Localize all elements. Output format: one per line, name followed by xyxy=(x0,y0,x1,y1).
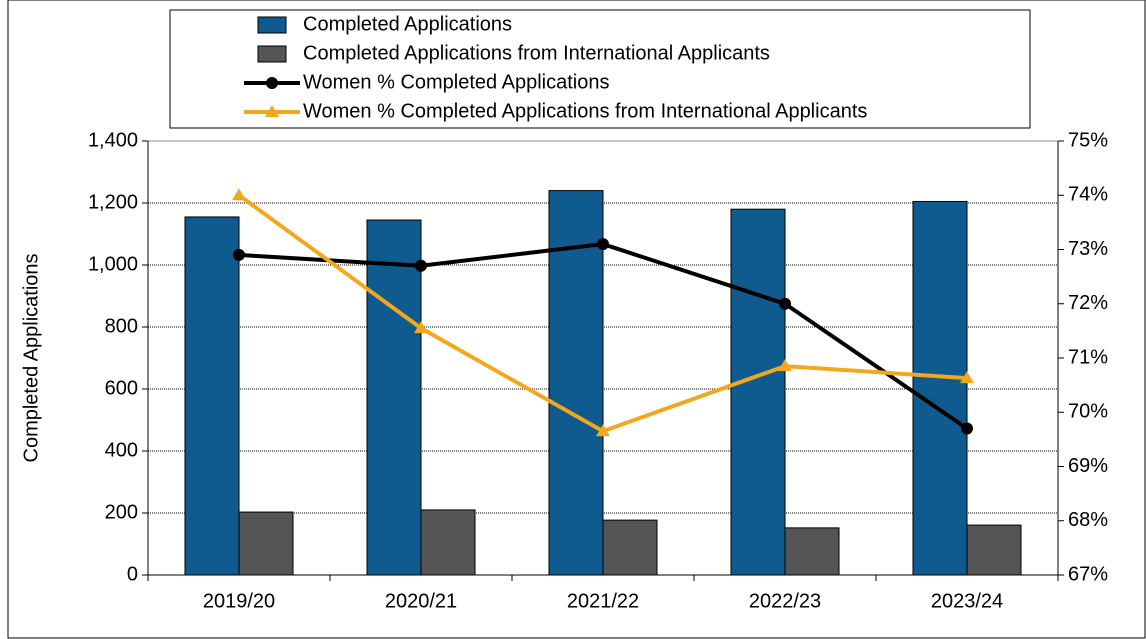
legend-label: Completed Applications xyxy=(303,13,512,35)
bar xyxy=(420,509,476,576)
y2-tick-label: 74% xyxy=(1068,184,1108,206)
x-tick-label: 2019/20 xyxy=(203,590,275,612)
legend-marker xyxy=(266,77,278,89)
legend-swatch xyxy=(257,45,287,63)
bar xyxy=(184,216,240,576)
chart-frame xyxy=(7,0,1146,639)
y-tick-label: 200 xyxy=(105,501,138,523)
line-marker xyxy=(960,371,974,384)
line-marker xyxy=(779,297,791,310)
bar xyxy=(966,524,1022,576)
bar xyxy=(602,519,658,576)
line-marker xyxy=(961,422,973,435)
x-tick-label: 2021/22 xyxy=(567,590,639,612)
y-tick-label: 0 xyxy=(127,563,138,585)
y2-tick-label: 75% xyxy=(1068,129,1108,151)
y-tick-label: 800 xyxy=(105,315,138,337)
y2-tick-label: 73% xyxy=(1068,238,1108,260)
bar xyxy=(548,190,604,576)
x-tick-label: 2020/21 xyxy=(385,590,457,612)
x-tick-label: 2023/24 xyxy=(931,590,1003,612)
line-marker xyxy=(232,188,246,201)
legend-box xyxy=(169,9,1031,129)
y2-tick-label: 70% xyxy=(1068,401,1108,423)
bar xyxy=(366,219,422,576)
legend-marker xyxy=(265,105,279,117)
y-axis-title: Completed Applications xyxy=(20,253,42,462)
x-tick-label: 2022/23 xyxy=(749,590,821,612)
y-tick-label: 400 xyxy=(105,439,138,461)
line-marker xyxy=(415,259,427,272)
y2-tick-label: 72% xyxy=(1068,292,1108,314)
line-marker xyxy=(414,321,428,334)
bar xyxy=(784,527,840,576)
line-marker xyxy=(233,248,245,261)
y-tick-label: 1,000 xyxy=(88,253,138,275)
bar xyxy=(238,511,294,576)
y-tick-label: 600 xyxy=(105,377,138,399)
line-marker xyxy=(778,359,792,372)
line-marker xyxy=(597,238,609,251)
legend-swatch xyxy=(257,16,287,34)
bar xyxy=(730,208,786,576)
y-tick-label: 1,200 xyxy=(88,191,138,213)
y2-tick-label: 68% xyxy=(1068,509,1108,531)
legend-label: Completed Applications from Internationa… xyxy=(303,42,770,64)
bar xyxy=(912,200,968,576)
legend-label: Women % Completed Applications xyxy=(303,71,609,93)
y2-tick-label: 71% xyxy=(1068,346,1108,368)
y-tick-label: 1,400 xyxy=(88,129,138,151)
y2-tick-label: 69% xyxy=(1068,455,1108,477)
line-marker xyxy=(596,424,610,437)
legend-label: Women % Completed Applications from Inte… xyxy=(303,100,867,122)
y2-tick-label: 67% xyxy=(1068,563,1108,585)
